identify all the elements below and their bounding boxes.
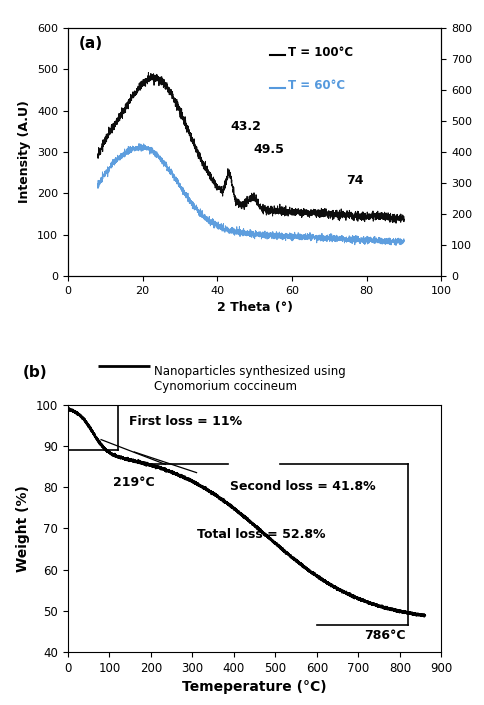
Text: Total loss = 52.8%: Total loss = 52.8% [196,528,324,541]
Y-axis label: Weight (%): Weight (%) [16,485,30,572]
Text: Second loss = 41.8%: Second loss = 41.8% [229,480,375,493]
Text: 43.2: 43.2 [230,121,261,133]
X-axis label: 2 Theta (°): 2 Theta (°) [216,301,292,314]
Text: 219°C: 219°C [112,476,154,489]
Text: 786°C: 786°C [364,629,405,642]
Text: T = 60°C: T = 60°C [287,79,345,92]
Text: (a): (a) [79,36,103,51]
Text: Nanoparticles synthesized using
Cynomorium coccineum: Nanoparticles synthesized using Cynomori… [153,365,345,393]
Text: First loss = 11%: First loss = 11% [129,415,242,429]
X-axis label: Temeperature (°C): Temeperature (°C) [182,680,326,694]
Y-axis label: Intensity (A.U): Intensity (A.U) [18,101,31,204]
Text: 49.5: 49.5 [253,143,284,156]
Text: (b): (b) [23,365,47,380]
Text: T = 100°C: T = 100°C [287,47,353,59]
Text: 74: 74 [346,174,363,187]
